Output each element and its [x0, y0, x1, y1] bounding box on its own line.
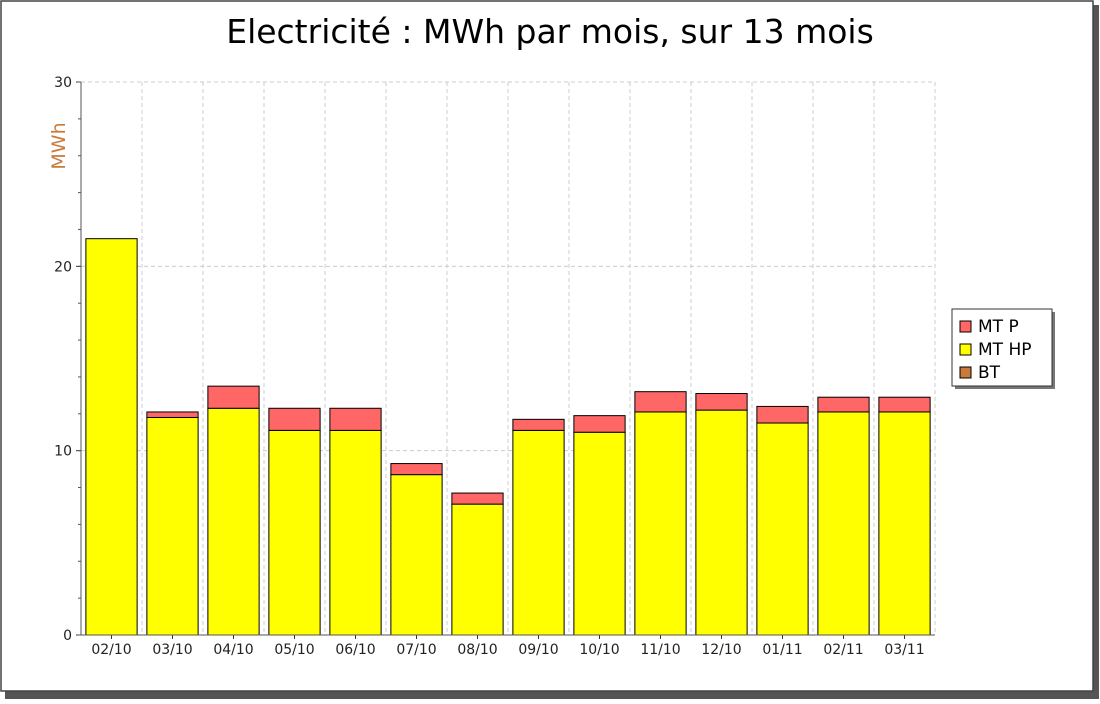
bar-mt-hp: [451, 503, 504, 636]
x-tick-label: 10/10: [579, 642, 619, 658]
bar-mt-hp: [817, 411, 870, 636]
bar-mt-hp: [268, 429, 321, 636]
bar-mt-p: [207, 385, 260, 409]
y-axis-label: MWh: [48, 122, 70, 169]
bar-mt-hp: [634, 411, 687, 636]
y-tick-label: 0: [63, 628, 72, 644]
x-tick-label: 03/11: [884, 642, 924, 658]
axes: [76, 81, 935, 639]
x-tick-label: 12/10: [701, 642, 741, 658]
x-tick-label: 04/10: [213, 642, 253, 658]
y-tick-label: 30: [54, 75, 72, 91]
x-tick-label: 03/10: [152, 642, 192, 658]
bar-mt-p: [878, 396, 931, 413]
tick-labels: 0 10 20 30 02/10 03/10 04/10 05/10 06/10 07/10 08/…: [54, 75, 925, 658]
legend-label: MT P: [978, 317, 1019, 337]
bar-mt-hp: [146, 416, 199, 636]
x-tick-label: 11/10: [640, 642, 680, 658]
legend-swatch: [959, 343, 972, 356]
bar-mt-p: [512, 418, 565, 431]
legend: MT P MT HP BT: [951, 308, 1055, 389]
bar-mt-p: [390, 463, 443, 476]
x-tick-label: 05/10: [274, 642, 314, 658]
x-tick-label: 06/10: [335, 642, 375, 658]
bar-mt-hp: [695, 409, 748, 636]
bar-mt-p: [634, 391, 687, 413]
x-tick-label: 07/10: [396, 642, 436, 658]
bar-mt-hp: [329, 429, 382, 636]
x-tick-label: 02/11: [823, 642, 863, 658]
legend-swatch: [959, 320, 972, 333]
x-tick-label: 08/10: [457, 642, 497, 658]
y-tick-label: 10: [54, 444, 72, 460]
x-tick-label: 09/10: [518, 642, 558, 658]
bar-mt-p: [329, 407, 382, 431]
bar-mt-hp: [207, 407, 260, 636]
legend-swatch: [959, 366, 972, 379]
bar-mt-hp: [512, 429, 565, 636]
bar-mt-p: [573, 415, 626, 433]
bar-mt-hp: [85, 238, 138, 636]
bar-mt-p: [146, 411, 199, 418]
y-tick-label: 20: [54, 259, 72, 275]
bar-mt-p: [451, 492, 504, 505]
grid-lines: [81, 81, 936, 635]
legend-label: BT: [978, 363, 1001, 383]
bar-mt-p: [268, 407, 321, 431]
bar-mt-p: [817, 396, 870, 413]
bar-mt-p: [756, 405, 809, 424]
bar-mt-hp: [573, 431, 626, 636]
x-tick-label: 02/10: [91, 642, 131, 658]
x-tick-label: 01/11: [762, 642, 802, 658]
bar-mt-hp: [390, 474, 443, 636]
chart-title: Electricité : MWh par mois, sur 13 mois: [226, 12, 874, 51]
bar-mt-hp: [878, 411, 931, 636]
legend-label: MT HP: [978, 340, 1032, 360]
bar-mt-p: [695, 393, 748, 411]
bar-mt-hp: [756, 422, 809, 636]
